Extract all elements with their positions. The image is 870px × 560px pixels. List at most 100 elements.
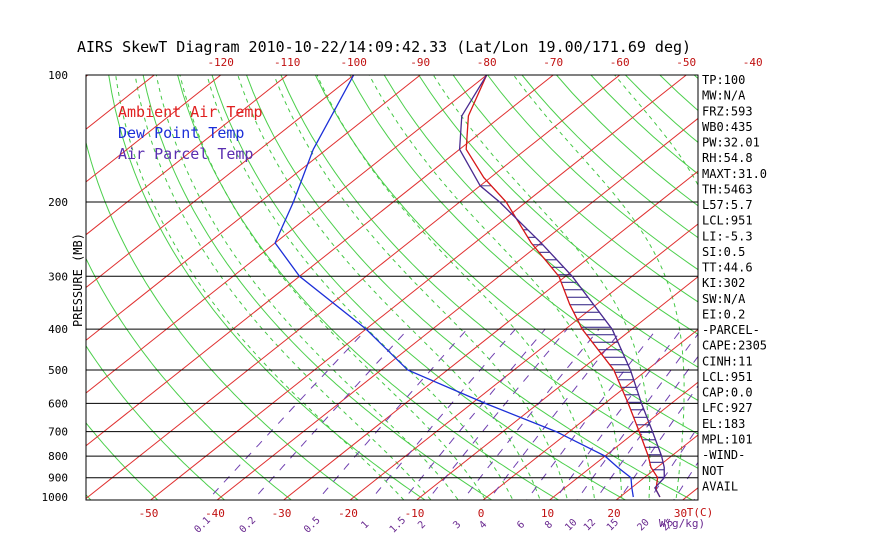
- top-temp-tick-label: -60: [610, 56, 630, 69]
- mixing-ratio-tick-label: 6: [515, 519, 527, 531]
- index-entry: CINH:11: [702, 354, 753, 368]
- mixing-ratio-line: [576, 333, 698, 500]
- isotherm: [742, 66, 870, 506]
- mixing-ratio-line: [402, 328, 546, 500]
- dry-adiabat: [86, 344, 226, 500]
- mixing-ratio-tick-label: 8: [543, 519, 555, 531]
- moist-adiabat: [782, 66, 870, 506]
- index-entry: MPL:101: [702, 433, 753, 447]
- legend-entry: Air Parcel Temp: [118, 145, 253, 163]
- mixing-ratio-line: [526, 328, 658, 500]
- mixing-ratio-tick-label: 1: [359, 519, 371, 531]
- index-entry: -PARCEL-: [702, 323, 760, 337]
- moist-adiabat: [179, 75, 487, 500]
- index-entry: KI:302: [702, 276, 745, 290]
- index-entry: LI:-5.3: [702, 229, 753, 243]
- index-entry: EI:0.2: [702, 308, 745, 322]
- index-entry: AVAIL: [702, 479, 738, 493]
- legend: Ambient Air Temp Dew Point Temp Air Parcel…: [118, 103, 263, 163]
- legend-entry: Ambient Air Temp: [118, 103, 263, 121]
- isotherm: [86, 75, 355, 289]
- pressure-tick-label: 400: [48, 323, 68, 336]
- index-entry: -WIND-: [702, 448, 745, 462]
- bottom-temp-tick-label: 20: [607, 507, 620, 520]
- top-temp-tick-label: -110: [274, 56, 301, 69]
- mixing-ratio-line: [488, 328, 623, 500]
- dry-adiabat: [86, 257, 293, 500]
- dry-adiabat: [659, 75, 698, 112]
- index-entry: SI:0.5: [702, 245, 745, 259]
- index-entry: NOT: [702, 464, 724, 478]
- index-entry: RH:54.8: [702, 151, 753, 165]
- isotherm: [808, 66, 870, 506]
- isotherm: [0, 66, 33, 506]
- mixing-ratio-line: [618, 385, 698, 500]
- dry-adiabat: [211, 75, 627, 500]
- index-entry: CAPE:2305: [702, 339, 767, 353]
- bottom-temp-tick-label: -40: [205, 507, 225, 520]
- index-entry: TH:5463: [702, 182, 753, 196]
- series-dew-point: [274, 75, 634, 498]
- isotherm: [86, 75, 488, 394]
- index-entry: LFC:927: [702, 401, 753, 415]
- index-entry: EL:183: [702, 417, 745, 431]
- moist-adiabat: [368, 75, 623, 500]
- index-entry: FRZ:593: [702, 104, 753, 118]
- pressure-tick-label: 100: [48, 69, 68, 82]
- mixing-ratio-tick-label: 0.2: [238, 515, 259, 536]
- mixing-ratio-tick-label: 4: [477, 519, 489, 531]
- isotherm: [86, 75, 289, 236]
- dry-adiabat: [763, 75, 870, 506]
- moist-adiabat: [237, 75, 541, 500]
- top-temp-tick-label: -50: [676, 56, 696, 69]
- moist-adiabat: [206, 75, 514, 500]
- top-temp-tick-label: -100: [340, 56, 367, 69]
- index-entry: WB0:435: [702, 120, 753, 134]
- index-entry: PW:32.01: [702, 136, 760, 150]
- index-entry: SW:N/A: [702, 292, 746, 306]
- isotherm: [415, 276, 698, 500]
- index-entry: L57:5.7: [702, 198, 753, 212]
- dry-adiabat: [832, 75, 870, 506]
- dry-adiabat: [280, 75, 698, 469]
- pressure-tick-label: 500: [48, 364, 68, 377]
- series-ambient-temp: [465, 75, 661, 498]
- mixing-ratio-line: [648, 426, 698, 500]
- isotherm: [86, 75, 222, 183]
- pressure-tick-label: 800: [48, 450, 68, 463]
- moist-adiabat: [155, 75, 459, 500]
- mixing-ratio-tick-label: 0.5: [302, 515, 323, 536]
- moist-adiabat: [134, 75, 432, 500]
- isotherm: [349, 223, 698, 500]
- pressure-tick-label: 900: [48, 472, 68, 485]
- isotherm: [86, 75, 621, 500]
- mixing-ratio-tick-label: 10: [563, 517, 579, 533]
- series-parcel-temp: [458, 75, 665, 498]
- chart-title: AIRS SkewT Diagram 2010-10-22/14:09:42.3…: [77, 38, 691, 56]
- bottom-temp-tick-label: 30: [674, 507, 687, 520]
- top-temp-tick-label: -70: [543, 56, 563, 69]
- mixing-ratio-line: [673, 461, 698, 500]
- dry-adiabat: [349, 75, 698, 401]
- dry-adiabat: [452, 75, 698, 303]
- legend-entry: Dew Point Temp: [118, 124, 244, 142]
- dry-adiabat: [798, 75, 870, 506]
- plot-frame: [85, 74, 699, 501]
- moist-adiabat: [316, 75, 596, 500]
- pressure-tick-label: 200: [48, 196, 68, 209]
- bottom-temp-tick-label: 10: [541, 507, 554, 520]
- isotherm: [282, 170, 698, 500]
- x-axis-unit-label: T(C): [687, 506, 714, 519]
- moist-adiabat: [755, 66, 848, 506]
- bottom-temp-tick-label: -20: [338, 507, 358, 520]
- top-temp-tick-label: -120: [207, 56, 234, 69]
- index-entry: LCL:951: [702, 370, 753, 384]
- pressure-tick-label: 300: [48, 270, 68, 283]
- pressure-tick-label: 600: [48, 397, 68, 410]
- moist-adiabat: [273, 75, 568, 500]
- bottom-temp-tick-label: -10: [405, 507, 425, 520]
- top-temp-tick-label: -90: [410, 56, 430, 69]
- dry-adiabat: [418, 75, 698, 335]
